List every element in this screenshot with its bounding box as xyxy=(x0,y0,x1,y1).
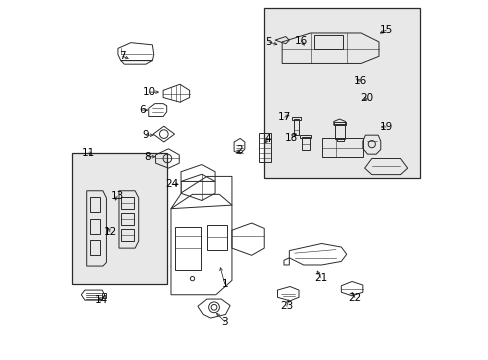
Text: 2: 2 xyxy=(235,144,242,154)
Text: 20: 20 xyxy=(360,93,373,103)
Bar xyxy=(292,117,300,120)
Bar xyxy=(258,134,271,162)
Text: 23: 23 xyxy=(280,301,293,311)
Bar xyxy=(336,138,343,141)
Text: 8: 8 xyxy=(144,152,151,162)
Text: 16: 16 xyxy=(353,76,366,86)
Bar xyxy=(301,137,309,149)
Bar xyxy=(121,213,134,225)
Text: 7: 7 xyxy=(119,51,125,61)
Bar xyxy=(121,229,134,241)
Bar xyxy=(321,138,362,157)
Bar xyxy=(335,125,345,139)
Bar xyxy=(72,153,167,284)
Text: 6: 6 xyxy=(139,105,145,115)
Text: 21: 21 xyxy=(313,273,326,283)
Text: 9: 9 xyxy=(142,130,149,140)
Text: 24: 24 xyxy=(165,179,178,189)
Bar xyxy=(89,240,100,255)
Bar xyxy=(89,197,100,212)
Bar xyxy=(206,225,226,250)
Text: 10: 10 xyxy=(142,87,156,97)
Text: 4: 4 xyxy=(264,134,270,144)
Bar xyxy=(174,226,201,270)
Text: 15: 15 xyxy=(379,25,392,35)
Bar xyxy=(293,119,299,135)
Text: 18: 18 xyxy=(285,133,298,143)
Bar xyxy=(333,122,345,125)
Text: 12: 12 xyxy=(103,227,117,237)
Text: 22: 22 xyxy=(347,293,361,303)
Bar xyxy=(102,293,105,298)
Bar xyxy=(121,197,134,209)
Text: 17: 17 xyxy=(278,112,291,122)
Text: 13: 13 xyxy=(110,191,123,201)
Bar xyxy=(300,135,310,138)
Text: 14: 14 xyxy=(94,295,107,305)
Bar xyxy=(264,8,419,178)
Bar xyxy=(89,219,100,234)
Text: 5: 5 xyxy=(265,37,272,47)
Text: 19: 19 xyxy=(379,122,392,132)
Bar xyxy=(314,35,343,49)
Text: 3: 3 xyxy=(221,317,227,327)
Text: 11: 11 xyxy=(81,148,95,158)
Text: 16: 16 xyxy=(294,36,307,46)
Text: 1: 1 xyxy=(221,279,227,289)
